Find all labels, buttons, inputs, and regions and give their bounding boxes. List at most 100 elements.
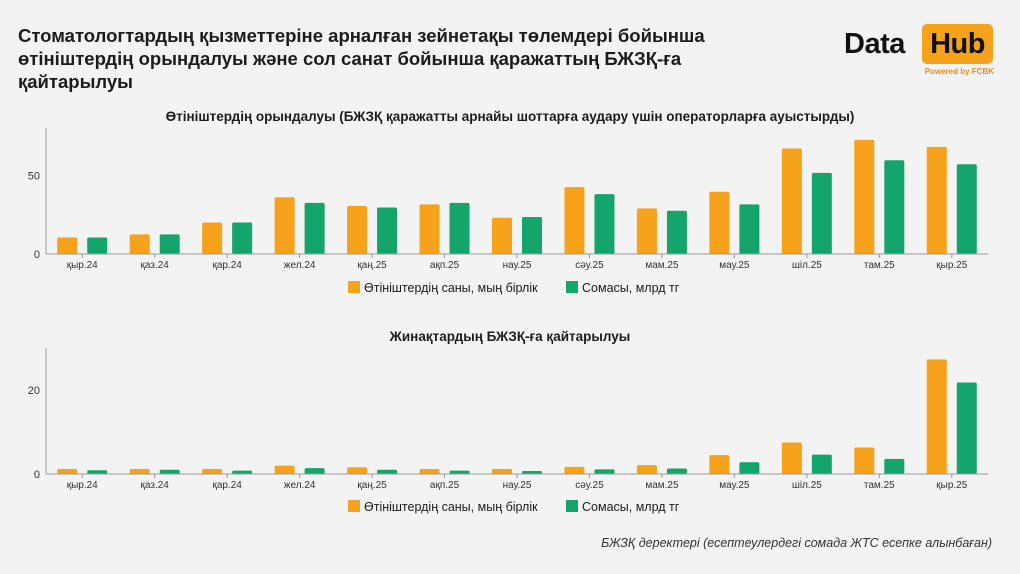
chart2-bar-amount	[449, 470, 470, 474]
chart1-category-label: ақп.25	[430, 260, 460, 271]
chart2-bar-applications	[57, 468, 78, 474]
chart2-bar-amount	[956, 382, 977, 474]
chart1-category-label: там.25	[864, 260, 895, 271]
chart1-title: Өтініштердің орындалуы (БЖЗҚ қаражатты а…	[166, 109, 855, 124]
chart2-bar-applications	[854, 447, 875, 474]
chart2-bar-applications	[781, 442, 802, 474]
chart2-bar-amount	[304, 468, 325, 474]
chart1-bar-amount	[594, 194, 615, 254]
chart2-bar-applications	[202, 468, 223, 474]
chart2-bar-amount	[811, 454, 832, 474]
chart1-bar-applications	[492, 217, 512, 254]
chart2-bar-amount	[594, 469, 615, 474]
chart2-ytick-label: 20	[28, 385, 40, 397]
chart1-bar-amount	[232, 222, 253, 254]
chart1-legend-swatch-amount	[566, 281, 578, 293]
chart1-legend-amount: Сомасы, млрд тг	[582, 281, 680, 295]
chart2-category-label: қар.24	[212, 480, 242, 491]
chart1-category-label: қаз.24	[141, 260, 170, 271]
chart1-bar-amount	[666, 210, 687, 254]
logo-word-data: Data	[844, 28, 905, 60]
chart2-category-label: мам.25	[645, 480, 679, 491]
chart1-legend-swatch-applications	[348, 281, 360, 293]
chart1-bar-amount	[304, 202, 325, 254]
chart2-category-label: қыр.25	[936, 480, 967, 491]
chart1-bar-amount	[377, 207, 398, 254]
chart2-bar-amount	[522, 471, 542, 474]
chart2-legend-swatch-amount	[566, 500, 578, 512]
chart2-bar-amount	[666, 468, 687, 474]
chart1-category-label: шіл.25	[792, 260, 822, 271]
chart1-bar-amount	[884, 160, 905, 254]
chart1-bar-applications	[202, 222, 223, 254]
chart2-bar-amount	[159, 469, 180, 474]
chart1-bar-applications	[926, 146, 947, 254]
data-hub-logo: Data Hub Powered by FCBK	[844, 22, 994, 78]
chart1-bar-applications	[636, 208, 657, 254]
chart2-legend-amount: Сомасы, млрд тг	[582, 500, 680, 514]
chart2-legend-swatch-applications	[348, 500, 360, 512]
chart2-category-label: нау.25	[503, 480, 532, 491]
logo-tagline: Powered by FCBK	[924, 67, 994, 76]
chart2-category-label: ақп.25	[430, 480, 460, 491]
chart1-bar-amount	[956, 164, 977, 254]
chart1-bar-amount	[449, 202, 470, 254]
chart1-bar-applications	[274, 197, 295, 254]
chart1-category-label: мау.25	[719, 260, 750, 271]
chart2-bar-amount	[739, 462, 760, 474]
chart2-bar-applications	[636, 465, 657, 474]
chart2-category-label: шіл.25	[792, 480, 822, 491]
chart1-category-label: қыр.24	[67, 260, 98, 271]
chart2-bar-applications	[419, 468, 440, 474]
page-title: Стоматологтардың қызметтеріне арналған з…	[18, 25, 705, 92]
chart2-category-label: қаз.24	[141, 480, 170, 491]
chart2-bar-amount	[884, 458, 905, 474]
chart1-category-label: мам.25	[645, 260, 679, 271]
chart1-bar-applications	[709, 191, 730, 254]
chart1-ytick-label: 50	[28, 170, 40, 182]
chart1-bar-amount	[811, 172, 832, 254]
chart1-bar-applications	[564, 187, 585, 254]
source-note: БЖЗҚ деректері (есептеулердегі сомада ЖТ…	[601, 536, 992, 550]
chart1-bar-applications	[347, 205, 368, 254]
chart2-title: Жинақтардың БЖЗҚ-ға қайтарылуы	[389, 329, 631, 344]
chart1-legend-applications: Өтініштердің саны, мың бірлік	[364, 281, 538, 295]
chart1-bar-applications	[781, 148, 802, 254]
chart1-category-label: қаң.25	[357, 260, 387, 271]
chart2-category-label: там.25	[864, 480, 895, 491]
chart2-bar-applications	[564, 466, 585, 474]
chart2-category-label: сәу.25	[575, 480, 604, 491]
chart1-bar-amount	[87, 237, 108, 254]
chart2-bar-amount	[87, 470, 108, 474]
chart1-bar-amount	[522, 216, 542, 254]
chart2-bar-applications	[274, 465, 295, 474]
chart2-bar-amount	[377, 469, 398, 474]
chart1-bar-applications	[129, 234, 150, 254]
chart2-bar-applications	[492, 468, 512, 474]
chart1-category-label: қар.24	[212, 260, 242, 271]
chart2-ytick-label: 0	[34, 469, 40, 481]
chart1-bar-amount	[739, 204, 760, 254]
chart2-bar-applications	[129, 468, 150, 474]
chart1-category-label: нау.25	[503, 260, 532, 271]
chart2-bar-applications	[926, 359, 947, 474]
chart2-category-label: қыр.24	[67, 480, 98, 491]
chart2-legend-applications: Өтініштердің саны, мың бірлік	[364, 500, 538, 514]
chart2-category-label: жел.24	[284, 480, 316, 491]
chart2-category-label: мау.25	[719, 480, 750, 491]
chart2-bar-applications	[347, 467, 368, 474]
logo-hub-box: Hub	[922, 24, 993, 64]
chart2-bar-applications	[709, 455, 730, 474]
chart1-category-label: қыр.25	[936, 260, 967, 271]
chart1-bar-applications	[854, 139, 875, 254]
chart1-ytick-label: 0	[34, 249, 40, 261]
chart1-category-label: сәу.25	[575, 260, 604, 271]
chart1-bar-amount	[159, 234, 180, 254]
chart2-bar-amount	[232, 470, 253, 474]
chart1-category-label: жел.24	[284, 260, 316, 271]
chart1-bar-applications	[419, 204, 440, 254]
chart1-bar-applications	[57, 237, 78, 254]
logo-word-hub: Hub	[930, 28, 985, 60]
chart2-category-label: қаң.25	[357, 480, 387, 491]
